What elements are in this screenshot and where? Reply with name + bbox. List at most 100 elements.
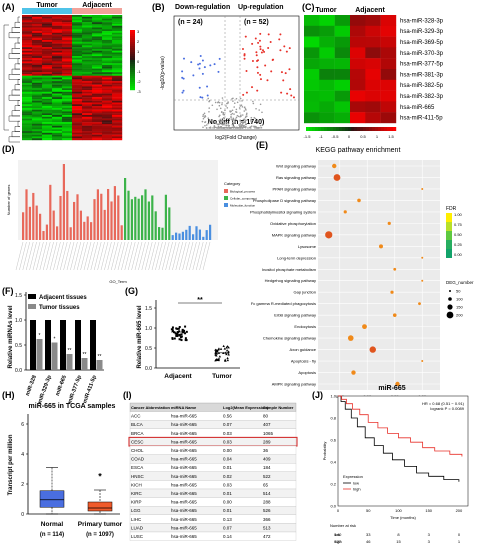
scale-c-step (351, 127, 355, 131)
g-adjacent-point (175, 327, 178, 330)
up-point (251, 42, 254, 45)
heatmap-a-cell (52, 91, 63, 94)
g-tumor-point (223, 347, 226, 350)
kegg-dot (325, 231, 333, 239)
go-bar (56, 226, 59, 240)
nodiff-point (243, 124, 245, 127)
fdr-scale-step (446, 231, 452, 240)
go-term-label (56, 241, 64, 271)
go-term-label (73, 241, 81, 271)
dendrogram-branch (17, 58, 20, 65)
scale-c-tick: -1.5 (304, 134, 312, 139)
nodiff-point (233, 113, 235, 115)
g-adjacent-point (176, 327, 179, 330)
up-point (245, 69, 248, 72)
heatmap-a-cell (72, 98, 83, 101)
heatmap-a-cell (112, 136, 123, 139)
go-xlabel: GO_Term (109, 279, 127, 284)
nodiff-point (260, 126, 263, 129)
heatmap-a-cell (102, 38, 113, 41)
g-adjacent-point (174, 332, 177, 335)
go-term-label (168, 241, 177, 271)
heatmap-a-cell (52, 65, 63, 67)
heatmap-a-cell (102, 25, 113, 28)
go-bar (93, 199, 96, 240)
heatmap-c-cell (304, 15, 320, 26)
nodiff-point (208, 111, 210, 113)
heatmap-a-cell (22, 18, 33, 21)
heatmap-a-cell (52, 40, 63, 42)
heatmap-a-cell (112, 93, 123, 96)
km-risk-cell: 122 (335, 539, 342, 544)
heatmap-a (22, 15, 123, 141)
go-legend: Biological_processCellular_componentMole… (224, 189, 257, 208)
nodiff-point (203, 112, 206, 115)
table-cell: 0.01 (223, 508, 232, 513)
g-tumor-point (227, 353, 230, 356)
heatmap-a-cell (62, 68, 73, 71)
g-tumor-point (217, 358, 221, 362)
heatmap-a-cell (32, 115, 43, 117)
heatmap-a-cell (72, 86, 83, 89)
heatmap-c-cell (319, 15, 335, 26)
heatmap-a-cell (42, 40, 53, 42)
heatmap-c-cell (350, 25, 366, 37)
heatmap-a-cell (52, 54, 63, 57)
go-bar (42, 231, 45, 240)
heatmap-a-cell (32, 81, 43, 84)
up-point (255, 51, 258, 54)
h-tumor-label: Primary tumor (78, 521, 123, 528)
table-cell: hsa-miR-665 (171, 474, 197, 479)
nodiff-point (254, 125, 257, 128)
heatmap-a-cell (22, 134, 33, 137)
heatmap-a-cell (52, 95, 63, 98)
heatmap-a-cell (112, 122, 123, 125)
go-bar (110, 201, 113, 240)
nodiff-point (225, 105, 227, 107)
adjacent-group-bar (72, 8, 122, 14)
km-risk-cell: 1 (458, 539, 461, 544)
heatmap-a-cell (42, 61, 53, 64)
heatmap-a-cell (42, 20, 53, 23)
scale-c-step (372, 127, 376, 131)
scale-c-step (342, 127, 346, 131)
table-cell: 0.04 (223, 457, 232, 462)
heatmap-a-cell (92, 16, 103, 19)
up-point (244, 35, 247, 38)
heatmap-a-cell (72, 22, 83, 25)
heatmap-a-cell (52, 27, 63, 30)
heatmap-a-cell (82, 131, 93, 134)
heatmap-a-cell (72, 32, 83, 35)
panel-c: (C) Tumor Adjacent hsa-miR-328-3phsa-miR… (302, 2, 444, 139)
heatmap-a-cell (72, 59, 83, 62)
go-bar (83, 221, 86, 240)
heatmap-a-cell (32, 88, 43, 91)
heatmap-a-cell (52, 52, 63, 55)
heatmap-a-cell (112, 27, 123, 30)
heatmap-a-cell (82, 81, 93, 84)
heatmap-a-cell (102, 57, 113, 60)
down-point (203, 66, 206, 69)
heatmap-c-cell (304, 25, 320, 37)
heatmap-a-cell (112, 16, 123, 19)
scale-a-step (130, 62, 135, 65)
heatmap-a-cell (112, 72, 123, 75)
heatmap-a-cell (52, 88, 63, 91)
heatmap-a-cell (92, 90, 103, 92)
scale-a-step (130, 36, 135, 39)
scale-a-step (130, 30, 135, 33)
heatmap-a-cell (102, 129, 113, 132)
table-row (129, 506, 297, 515)
heatmap-a-cell (112, 57, 123, 60)
heatmap-a-cell (32, 43, 43, 46)
km-x-tick: 200 (456, 508, 463, 513)
heatmap-a-cell (42, 98, 53, 101)
nodiff-point (239, 119, 241, 122)
heatmap-a-cell (32, 123, 43, 126)
km-xlabel: Time (months) (390, 515, 416, 520)
heatmap-a-cell (82, 136, 93, 139)
heatmap-a-cell (52, 93, 63, 96)
g-adjacent-point (175, 334, 178, 337)
heatmap-a-cell (42, 129, 53, 132)
heatmap-a-cell (102, 18, 113, 21)
